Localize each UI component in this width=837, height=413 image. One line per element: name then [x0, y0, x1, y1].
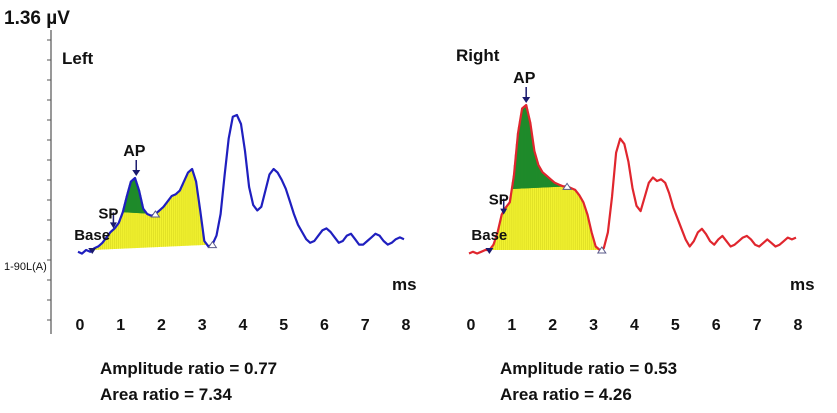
x-tick-label: 4 — [630, 317, 639, 334]
left-panel: Left Base SP AP ms 0 1 2 3 4 5 6 7 8 Amplitude rat… — [62, 49, 417, 404]
x-tick-label: 4 — [239, 317, 248, 334]
x-tick-label: 2 — [157, 317, 166, 334]
waveform-line — [468, 103, 797, 255]
x-tick-label: 5 — [279, 317, 288, 334]
base-marker-arrow — [88, 248, 97, 254]
x-tick-label: 1 — [507, 317, 516, 334]
ap-marker-arrow — [132, 170, 141, 176]
x-tick-label: 8 — [402, 317, 411, 334]
x-tick-label: 5 — [671, 317, 680, 334]
marker-label: SP — [489, 192, 509, 209]
x-tick-label: 6 — [320, 317, 329, 334]
marker-label: Base — [471, 227, 507, 244]
waveform-line — [77, 113, 405, 255]
x-tick-label: 8 — [794, 317, 803, 334]
marker-label: AP — [513, 70, 536, 87]
x-tick-label: 0 — [467, 317, 476, 334]
scale-label: 1.36 µV — [4, 8, 70, 29]
amplitude-ratio: Amplitude ratio = 0.53 — [500, 359, 677, 378]
ap-marker-arrow — [522, 97, 531, 103]
panel-title: Left — [62, 49, 94, 68]
marker-label: SP — [98, 205, 118, 222]
x-tick-label: 0 — [76, 317, 85, 334]
area-region — [92, 169, 213, 250]
sp-marker-arrow — [500, 208, 508, 215]
marker-label: Base — [74, 227, 110, 244]
end-marker — [150, 210, 161, 218]
channel-label: 1-90L(A) — [4, 261, 47, 273]
x-tick-label: 3 — [589, 317, 598, 334]
end-marker — [562, 182, 572, 190]
panel-title: Right — [456, 46, 500, 65]
x-axis-unit: ms — [790, 275, 815, 294]
base-marker-arrow — [485, 248, 494, 254]
end-marker — [207, 240, 218, 249]
x-tick-label: 7 — [753, 317, 762, 334]
end-marker — [596, 246, 607, 254]
x-tick-label: 1 — [116, 317, 125, 334]
x-tick-label: 7 — [361, 317, 370, 334]
marker-label: AP — [123, 143, 146, 160]
area-ratio: Area ratio = 7.34 — [100, 385, 232, 404]
amplitude-ratio: Amplitude ratio = 0.77 — [100, 359, 277, 378]
x-tick-label: 3 — [198, 317, 207, 334]
sp-marker-arrow — [109, 222, 117, 229]
right-panel: Right Base SP AP ms 0 1 2 3 4 5 6 7 8 Amplitude ra… — [456, 46, 815, 404]
x-tick-label: 6 — [712, 317, 721, 334]
x-axis-unit: ms — [392, 275, 417, 294]
x-tick-label: 2 — [548, 317, 557, 334]
area-ratio: Area ratio = 4.26 — [500, 385, 632, 404]
